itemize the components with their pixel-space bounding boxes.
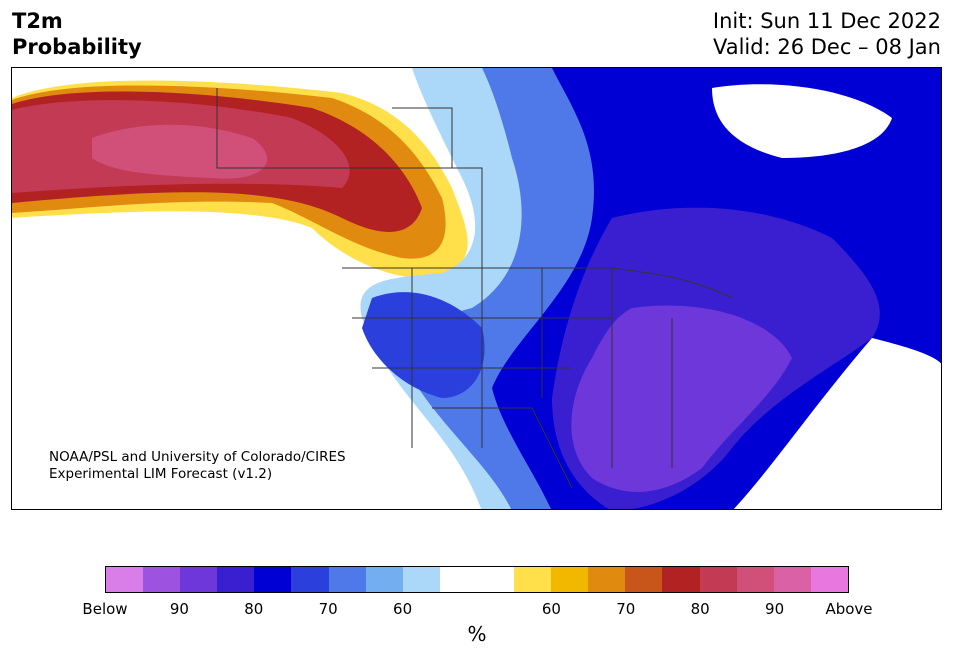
colorbar-swatch [180, 567, 218, 592]
colorbar-swatch [773, 567, 811, 592]
colorbar-tick-label: 90 [169, 600, 189, 618]
colorbar-swatch [291, 567, 329, 592]
colorbar-tick-label: 60 [393, 600, 413, 618]
colorbar-swatch [551, 567, 589, 592]
colorbar-swatch [106, 567, 144, 592]
colorbar-swatch [476, 567, 515, 592]
colorbar-tick-label: 70 [318, 600, 338, 618]
colorbar-tick-label: 80 [690, 600, 710, 618]
probability-map [11, 67, 942, 510]
colorbar-swatch [217, 567, 255, 592]
valid-range: Valid: 26 Dec – 08 Jan [712, 35, 941, 59]
colorbar-tick-label: Above [825, 600, 873, 618]
colorbar-tick-label: 60 [541, 600, 561, 618]
map-canvas [12, 68, 941, 509]
colorbar-unit: % [467, 622, 487, 646]
colorbar-swatch [514, 567, 552, 592]
colorbar-swatch [328, 567, 366, 592]
colorbar-swatch [254, 567, 292, 592]
colorbar-swatch [439, 567, 477, 592]
init-date: Init: Sun 11 Dec 2022 [712, 9, 941, 33]
colorbar-swatch [365, 567, 403, 592]
atlantic-ocean [733, 338, 941, 509]
warm-core [92, 124, 268, 179]
north-white [712, 84, 892, 158]
map-title: T2m Probability [12, 8, 142, 60]
colorbar-tick-label: 70 [616, 600, 636, 618]
colorbar-swatch [736, 567, 774, 592]
below-violet [571, 305, 792, 492]
colorbar-swatch [143, 567, 181, 592]
forecast-dates: Init: Sun 11 Dec 2022 Valid: 26 Dec – 08… [713, 8, 941, 60]
colorbar-swatch [810, 567, 848, 592]
pacific-ocean [12, 215, 460, 509]
colorbar-swatch [662, 567, 700, 592]
west-us-cool [362, 292, 485, 398]
credit-text: NOAA/PSL and University of Colorado/CIRE… [49, 449, 346, 483]
colorbar-swatch [625, 567, 663, 592]
colorbar-tick-label: Below [82, 600, 128, 618]
colorbar-swatch [588, 567, 626, 592]
colorbar-swatch [402, 567, 440, 592]
colorbar [105, 566, 849, 593]
title-line-1: T2m [12, 9, 63, 33]
credit-line-2: Experimental LIM Forecast (v1.2) [49, 466, 273, 482]
political-borders [216, 88, 733, 489]
title-line-2: Probability [12, 35, 142, 59]
credit-line-1: NOAA/PSL and University of Colorado/CIRE… [49, 449, 346, 465]
colorbar-tick-label: 90 [765, 600, 785, 618]
colorbar-tick-label: 80 [244, 600, 264, 618]
colorbar-swatch [699, 567, 737, 592]
